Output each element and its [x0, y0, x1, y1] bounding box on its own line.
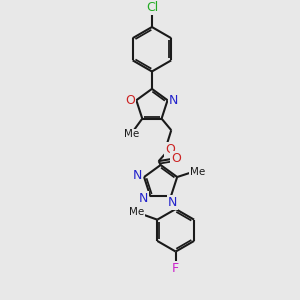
Text: Me: Me: [190, 167, 205, 177]
Text: N: N: [139, 192, 148, 205]
Text: N: N: [168, 196, 178, 209]
Text: N: N: [169, 94, 178, 107]
Text: Me: Me: [124, 129, 139, 140]
Text: O: O: [165, 143, 175, 156]
Text: O: O: [126, 94, 135, 107]
Text: Cl: Cl: [146, 1, 158, 14]
Text: Me: Me: [129, 207, 145, 217]
Text: N: N: [133, 169, 142, 182]
Text: F: F: [172, 262, 179, 275]
Text: O: O: [171, 152, 181, 165]
